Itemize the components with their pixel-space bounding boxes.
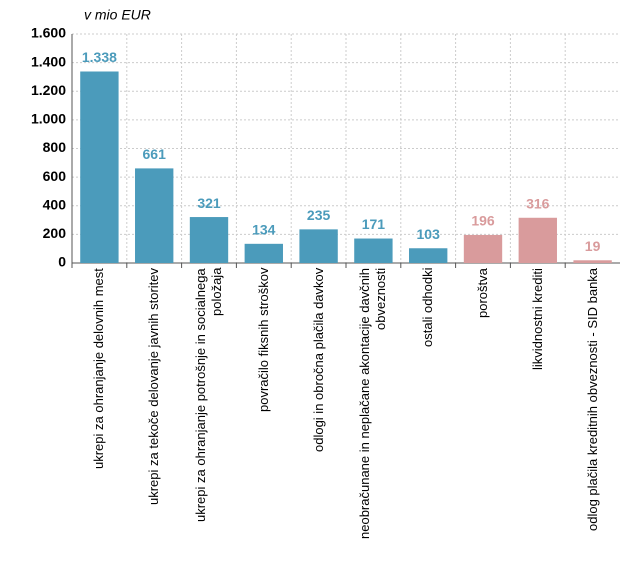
value-label: 1.338: [82, 49, 117, 65]
bar: [244, 243, 283, 263]
x-tick-label: odlog plačila kreditnih obveznosti - SID…: [584, 268, 600, 532]
y-tick-label: 200: [43, 225, 67, 241]
y-tick-label: 0: [58, 254, 66, 270]
bar: [135, 168, 174, 263]
x-tick-label: likvidnostni krediti: [529, 268, 545, 370]
value-label: 235: [307, 207, 331, 223]
x-tick-label: poroštva: [475, 268, 490, 318]
bar: [299, 229, 338, 263]
value-label: 103: [417, 226, 441, 242]
value-label: 321: [197, 195, 221, 211]
x-tick-label: odlogi in obročna plačila davkov: [310, 268, 326, 453]
bar: [80, 71, 119, 263]
bar: [354, 238, 393, 263]
y-tick-label: 1.000: [31, 111, 66, 127]
bar: [518, 217, 557, 263]
value-label: 171: [362, 216, 386, 232]
x-tick-label: povračilo fiksnih stroškov: [255, 268, 271, 413]
bar: [409, 248, 448, 263]
y-tick-label: 400: [43, 196, 67, 212]
y-tick-label: 1.400: [31, 53, 66, 69]
y-tick-label: 1.600: [31, 25, 66, 41]
x-tick-label: ukrepi za ohranjanje potrošnje in social…: [193, 268, 224, 522]
value-label: 19: [585, 238, 601, 254]
bar: [463, 234, 503, 263]
x-tick-label: neobračunane in neplačane akontacije dav…: [357, 268, 389, 540]
y-tick-label: 1.200: [31, 82, 66, 98]
y-tick-label: 600: [43, 168, 67, 184]
value-label: 661: [143, 146, 167, 162]
x-tick-label: ostali odhodki: [420, 268, 436, 348]
y-axis-title: v mio EUR: [84, 7, 151, 23]
bar: [573, 260, 612, 263]
x-tick-label: ukrepi za ohranjanje delovnih mest: [91, 268, 107, 469]
x-tick-label: ukrepi za tekoče delovanje javnih storit…: [146, 268, 162, 506]
value-label: 196: [471, 213, 495, 229]
value-label: 134: [252, 222, 276, 238]
value-label: 316: [526, 195, 550, 211]
bar: [189, 217, 229, 263]
y-tick-label: 800: [43, 139, 67, 155]
